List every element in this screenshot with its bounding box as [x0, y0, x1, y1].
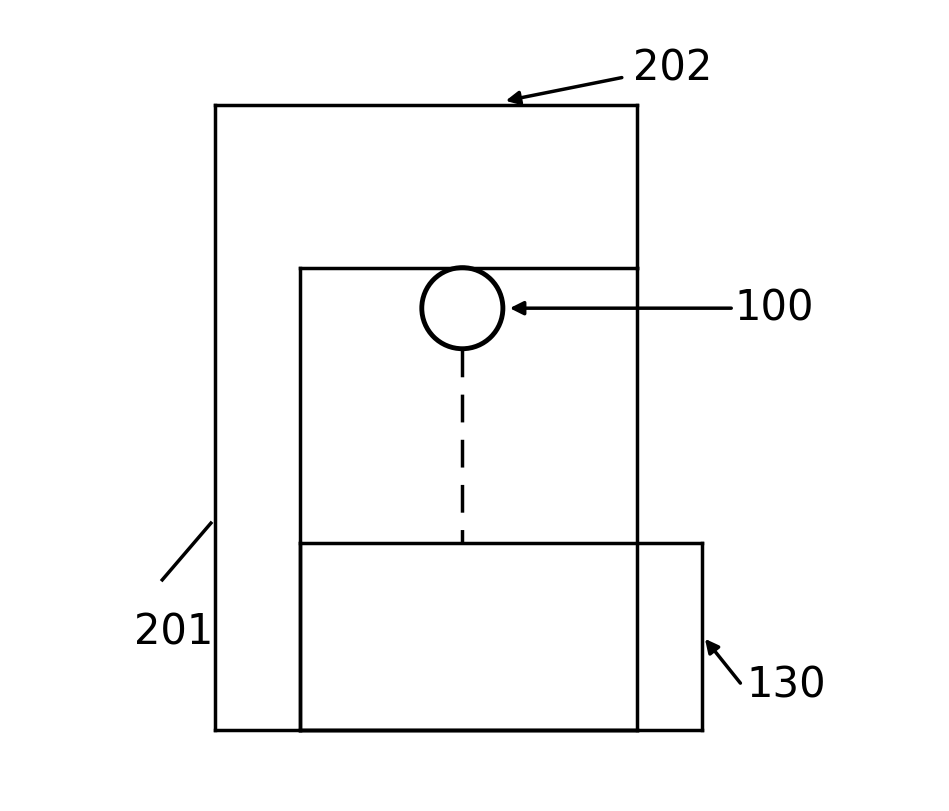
Text: 201: 201: [134, 611, 214, 654]
Text: 202: 202: [633, 48, 712, 90]
Text: 130: 130: [746, 664, 826, 706]
Text: 100: 100: [734, 287, 813, 329]
